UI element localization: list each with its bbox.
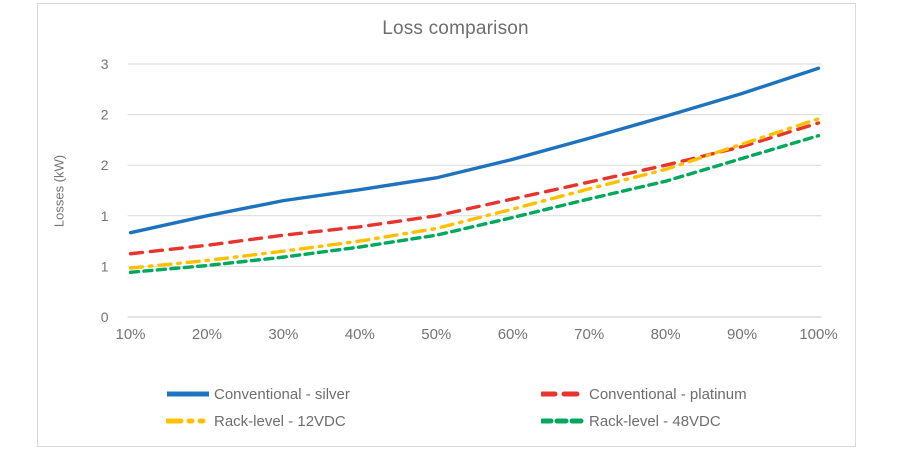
legend-item-conventional-platinum: Conventional - platinum — [541, 381, 747, 407]
y-tick-label: 0 — [101, 309, 109, 325]
legend-swatch-rack-level-48vdc — [541, 418, 585, 424]
series-line-conventional-silver — [128, 66, 821, 235]
legend-label: Conventional - silver — [214, 385, 350, 403]
series-line-rack-level-48vdc — [128, 133, 821, 275]
x-tick-label: 40% — [345, 326, 375, 343]
x-tick-label: 70% — [574, 326, 604, 343]
legend-item-rack-level-12vdc: Rack-level - 12VDC — [166, 408, 346, 434]
x-tick-label: 80% — [651, 326, 681, 343]
chart-frame: Loss comparison Losses (kW) 0 1 1 2 2 3 10% 20%… — [37, 3, 856, 447]
legend-label: Conventional - platinum — [589, 385, 747, 403]
y-tick-label: 2 — [101, 157, 109, 173]
x-tick-label: 20% — [192, 326, 222, 343]
legend-item-conventional-silver: Conventional - silver — [166, 381, 350, 407]
y-tick-label: 3 — [101, 56, 109, 72]
y-tick-label: 1 — [101, 258, 109, 274]
legend-item-rack-level-48vdc: Rack-level - 48VDC — [541, 408, 721, 434]
x-tick-label: 10% — [115, 326, 145, 343]
y-tick-label: 2 — [101, 107, 109, 123]
legend-swatch-conventional-silver — [167, 391, 209, 397]
chart-title: Loss comparison — [382, 18, 529, 39]
x-tick-label: 100% — [799, 326, 837, 343]
x-tick-label: 90% — [727, 326, 757, 343]
plot-area: 0 1 1 2 2 3 10% 20% 30% 40% 50% 60% 70% 80% 90% 100% — [101, 56, 838, 343]
legend-label: Rack-level - 48VDC — [589, 412, 721, 430]
x-tick-label: 60% — [498, 326, 528, 343]
series-line-rack-level-12vdc — [128, 117, 821, 270]
x-tick-label: 30% — [268, 326, 298, 343]
legend-swatch-rack-level-12vdc — [166, 418, 210, 424]
legend-swatch-conventional-platinum — [541, 391, 585, 397]
legend-label: Rack-level - 12VDC — [214, 412, 346, 430]
series-line-conventional-platinum — [128, 121, 821, 256]
y-tick-label: 1 — [101, 208, 109, 224]
x-tick-label: 50% — [421, 326, 451, 343]
